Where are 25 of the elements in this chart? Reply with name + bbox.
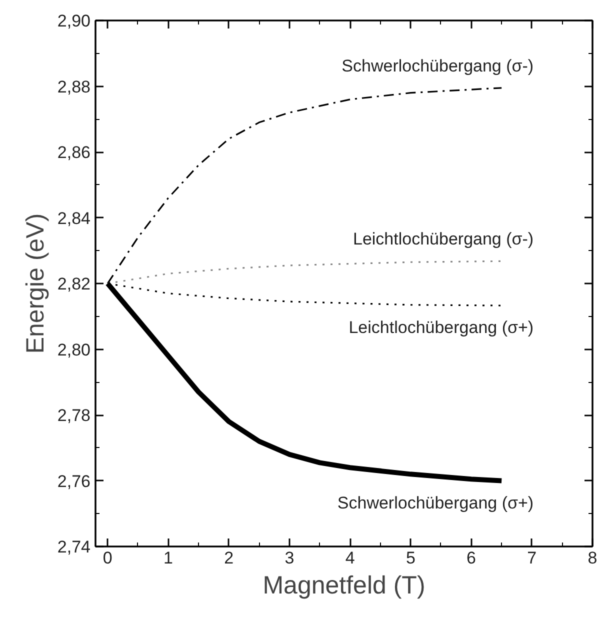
- x-axis-title: Magnetfeld (T): [262, 572, 426, 600]
- line-series: [106, 260, 502, 284]
- y-tick-label: 2,90: [57, 12, 91, 30]
- y-tick-label: 2,88: [57, 77, 91, 96]
- y-tick-label: 2,78: [57, 406, 91, 425]
- x-tick-label: 8: [588, 548, 598, 568]
- series-label: Schwerlochübergang (σ-): [342, 56, 534, 76]
- series-label: Schwerlochübergang (σ+): [337, 493, 534, 512]
- y-tick-label: 2,82: [57, 274, 91, 294]
- x-tick-label: 5: [406, 548, 416, 568]
- y-tick-label: 2,84: [57, 208, 91, 228]
- x-tick-label: 7: [527, 548, 537, 568]
- x-tick-label: 6: [466, 548, 476, 568]
- series-label: Leichtlochübergang (σ-): [352, 230, 534, 249]
- x-tick-label: 1: [164, 548, 173, 568]
- y-tick-label: 2,74: [57, 538, 91, 556]
- y-tick-label: 2,80: [57, 340, 91, 360]
- y-tick-label: 2,76: [57, 472, 91, 491]
- series-label: Leichtlochübergang (σ+): [348, 318, 534, 338]
- x-tick-label: 2: [224, 548, 234, 568]
- y-tick-label: 2,86: [57, 143, 91, 162]
- x-tick-label: 4: [345, 548, 355, 568]
- x-tick-label: 0: [102, 548, 112, 568]
- y-axis-title: Energie (eV): [21, 213, 50, 354]
- x-tick-label: 3: [284, 548, 294, 568]
